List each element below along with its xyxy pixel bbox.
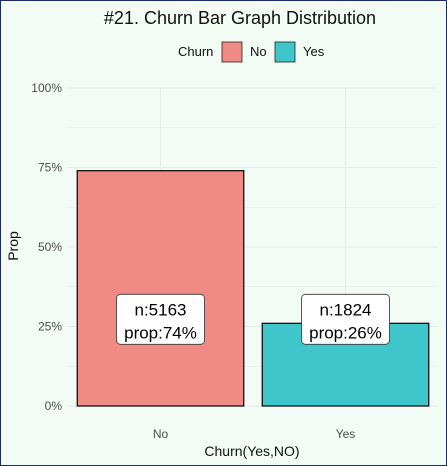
y-tick-label: 50% [38, 240, 62, 254]
y-tick-label: 25% [38, 320, 62, 334]
legend: Churn No Yes [178, 41, 325, 63]
legend-swatch-yes [274, 41, 296, 63]
label-box [116, 293, 205, 345]
x-tick-label: Yes [336, 427, 356, 441]
y-tick-label: 100% [31, 81, 62, 95]
label-prop: prop:74% [124, 323, 197, 342]
legend-label-no: No [250, 44, 267, 59]
y-axis-ticks: 0% 25% 50% 75% 100% [31, 81, 62, 413]
bar-no [76, 170, 245, 407]
label-prop: prop:26% [309, 323, 382, 342]
legend-swatch-no [221, 41, 243, 63]
chart-title: #21. Churn Bar Graph Distribution [104, 8, 376, 28]
y-tick-label: 0% [45, 399, 63, 413]
label-count: n:1824 [320, 300, 372, 319]
bars [76, 170, 430, 407]
legend-label-yes: Yes [303, 44, 325, 59]
legend-title: Churn [178, 44, 213, 59]
x-axis-title: Churn(Yes,NO) [204, 443, 299, 459]
label-count: n:5163 [135, 300, 187, 319]
bar-label-no: n:5163 prop:74% [116, 293, 205, 345]
x-axis-ticks: No Yes [153, 427, 355, 441]
x-tick-label: No [153, 427, 169, 441]
label-box [301, 293, 390, 345]
bar-labels: n:5163 prop:74% n:1824 prop:26% [116, 293, 390, 345]
y-axis-title: Prop [5, 231, 21, 261]
y-tick-label: 75% [38, 161, 62, 175]
bar-label-yes: n:1824 prop:26% [301, 293, 390, 345]
